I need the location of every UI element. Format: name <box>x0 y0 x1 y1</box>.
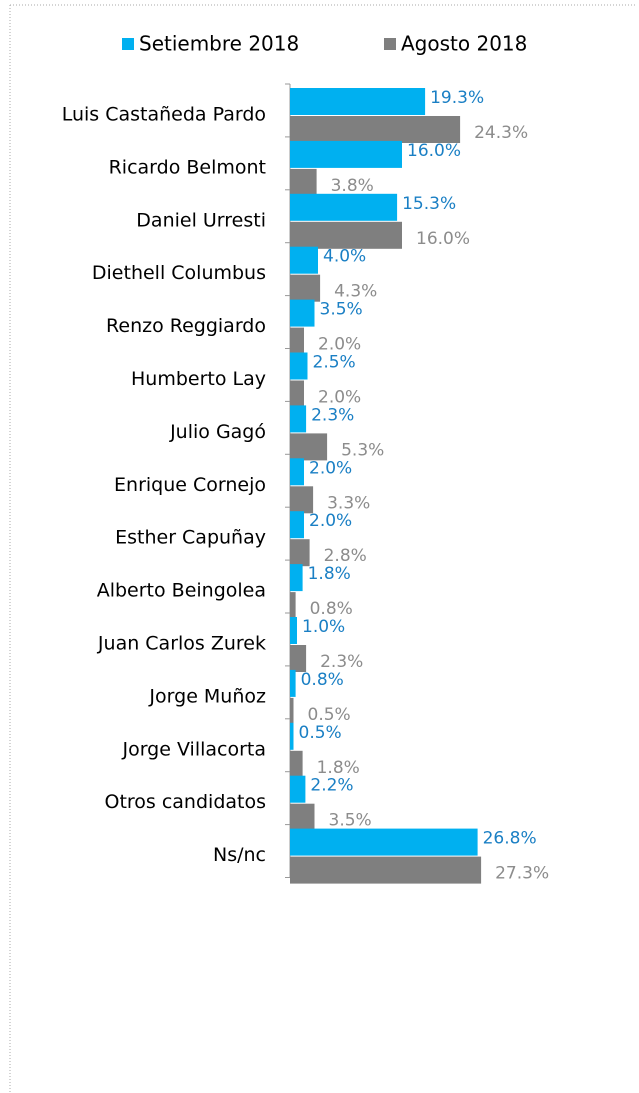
value-label: 16.0% <box>407 141 461 161</box>
bar <box>290 352 308 380</box>
value-label: 3.3% <box>327 493 370 513</box>
bar <box>290 274 321 302</box>
value-label: 2.0% <box>309 458 352 478</box>
bar <box>290 828 478 856</box>
legend-label: Setiembre 2018 <box>139 32 299 56</box>
value-label: 3.5% <box>329 811 372 831</box>
bar <box>290 246 318 274</box>
value-label: 1.8% <box>308 564 351 584</box>
bar <box>290 750 303 778</box>
bar <box>290 511 304 539</box>
value-label: 3.5% <box>320 300 363 320</box>
bar <box>290 458 304 486</box>
value-label: 4.3% <box>334 282 377 302</box>
bar <box>290 221 402 249</box>
value-label: 2.8% <box>324 546 367 566</box>
category-label: Jorge Muñoz <box>148 685 266 707</box>
value-label: 26.8% <box>483 829 537 849</box>
category-label: Luis Castañeda Pardo <box>62 104 266 126</box>
value-label: 0.5% <box>299 723 342 743</box>
category-label: Julio Gagó <box>169 421 266 443</box>
value-label: 4.0% <box>323 247 366 267</box>
value-label: 0.8% <box>301 670 344 690</box>
category-label: Humberto Lay <box>131 368 266 390</box>
value-label: 2.2% <box>310 776 353 796</box>
bar <box>290 803 315 831</box>
bar <box>290 856 482 884</box>
bar <box>290 193 398 221</box>
category-label: Ns/nc <box>213 844 266 866</box>
bar <box>290 645 307 672</box>
value-label: 1.0% <box>302 617 345 637</box>
category-label: Diethell Columbus <box>92 262 266 284</box>
category-label: Ricardo Belmont <box>109 156 266 178</box>
value-label: 5.3% <box>341 440 384 460</box>
value-label: 2.0% <box>318 335 361 355</box>
bar <box>290 617 297 644</box>
bar <box>290 486 314 514</box>
category-label: Enrique Cornejo <box>114 474 266 496</box>
value-label: 0.5% <box>308 705 351 725</box>
bar <box>290 539 310 567</box>
value-label: 2.5% <box>313 353 356 373</box>
category-label: Juan Carlos Zurek <box>97 633 266 655</box>
value-label: 1.8% <box>317 758 360 778</box>
legend-swatch <box>122 38 134 50</box>
legend-swatch <box>384 38 396 50</box>
value-label: 3.8% <box>331 176 374 196</box>
value-label: 19.3% <box>430 88 484 108</box>
value-label: 2.3% <box>320 652 363 672</box>
category-label: Renzo Reggiardo <box>106 315 266 337</box>
bar <box>290 327 304 355</box>
bar <box>290 669 296 697</box>
bar <box>290 722 294 750</box>
category-label: Daniel Urresti <box>136 209 266 231</box>
bar <box>290 775 306 803</box>
bar <box>290 116 461 143</box>
value-label: 24.3% <box>474 123 528 143</box>
value-label: 27.3% <box>495 864 549 884</box>
category-label: Esther Capuñay <box>115 527 266 549</box>
bar <box>290 140 402 168</box>
bar <box>290 697 294 725</box>
category-label: Otros candidatos <box>104 791 266 813</box>
bar <box>290 380 304 408</box>
bar <box>290 299 315 327</box>
category-label: Jorge Villacorta <box>121 738 266 760</box>
legend-label: Agosto 2018 <box>401 32 527 56</box>
value-label: 2.0% <box>309 511 352 531</box>
value-label: 2.0% <box>318 388 361 408</box>
value-label: 16.0% <box>416 229 470 249</box>
bar <box>290 433 328 461</box>
bar <box>290 592 296 620</box>
value-label: 15.3% <box>402 194 456 214</box>
bar <box>290 564 303 592</box>
bar <box>290 405 307 433</box>
category-label: Alberto Beingolea <box>97 580 266 602</box>
bar <box>290 168 317 196</box>
value-label: 2.3% <box>311 405 354 425</box>
value-label: 0.8% <box>310 599 353 619</box>
bar <box>290 88 426 115</box>
